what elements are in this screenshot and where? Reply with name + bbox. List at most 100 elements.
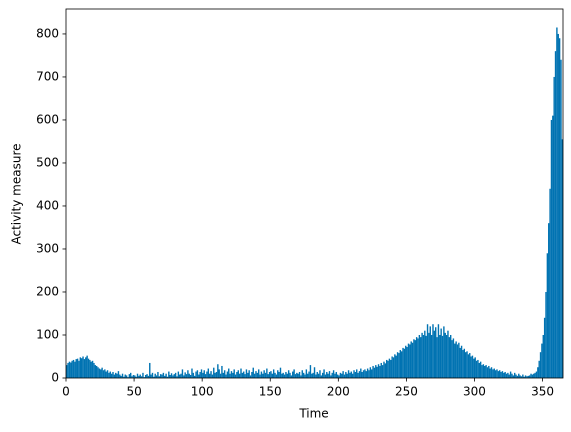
bar [184,372,186,378]
bar [522,374,524,378]
x-tick-label: 350 [531,385,554,399]
y-tick-label: 200 [36,284,59,298]
bar [221,365,223,378]
bar [155,375,158,378]
bar [214,372,216,378]
bar [332,370,335,378]
bar [282,372,284,378]
bar [317,373,320,378]
bar [72,359,75,378]
bar [240,368,242,378]
bar [484,365,486,378]
bar [335,371,338,378]
bar [217,364,219,378]
bar [241,372,244,378]
bar [112,371,114,378]
bar [501,371,504,378]
bar [136,373,139,378]
bar [300,375,302,378]
bar [376,366,378,378]
bar [226,371,229,378]
bar [79,357,82,378]
bar [437,324,440,378]
bar [134,375,136,378]
bar [345,371,347,378]
bar [347,370,350,378]
bar [97,367,99,378]
bar [157,371,159,378]
bar [454,343,456,378]
bar [177,371,180,378]
bar [391,356,393,378]
bar [396,352,399,378]
x-tick-label: 0 [62,385,70,399]
bar [208,373,211,378]
bar [320,375,323,378]
bar [187,370,189,378]
bar [311,373,313,378]
bar [492,369,494,378]
bar [281,373,283,378]
bar [541,343,543,378]
bar [67,362,69,378]
bar [503,372,505,378]
bar [530,373,532,378]
bar [449,334,452,378]
bar [249,375,252,378]
bar [384,363,387,378]
bar [297,373,299,378]
bar [85,357,87,378]
bar [140,376,143,378]
bar [473,358,475,378]
bar [392,357,395,378]
bar [321,372,324,378]
bar [181,369,184,378]
bar [279,367,282,378]
bar [512,375,515,378]
bar [319,370,321,378]
bar [511,373,513,378]
bar [76,358,79,378]
bar [390,359,392,378]
bar [388,358,391,378]
bar [356,369,358,378]
bar [327,373,329,378]
bar [339,372,342,378]
bar [170,373,173,378]
bar [430,334,433,378]
bar [456,344,459,378]
bar [429,326,431,378]
bar [272,369,275,378]
bar [417,338,419,378]
bar [204,374,207,378]
bar [274,372,276,378]
bar [266,368,268,378]
bar [553,76,555,378]
bar [508,374,510,378]
bar [102,370,105,378]
bar [475,360,478,378]
bar [394,354,396,378]
bar [308,371,310,378]
bar [159,374,162,378]
bar [104,369,106,378]
bar [405,345,407,378]
bar [313,367,316,378]
bar [237,370,239,378]
bar [301,370,303,378]
x-axis-label: Time [298,407,328,421]
bar [135,376,137,378]
bar [463,348,466,378]
bar [245,369,248,378]
bar [485,365,487,378]
bar [534,372,536,378]
bar [228,368,230,378]
bar [403,348,406,378]
bar [106,370,109,378]
bar [89,359,91,378]
bar [277,370,279,378]
bar [377,364,380,378]
bar [206,371,208,378]
bar [507,372,509,378]
bar [351,373,354,378]
